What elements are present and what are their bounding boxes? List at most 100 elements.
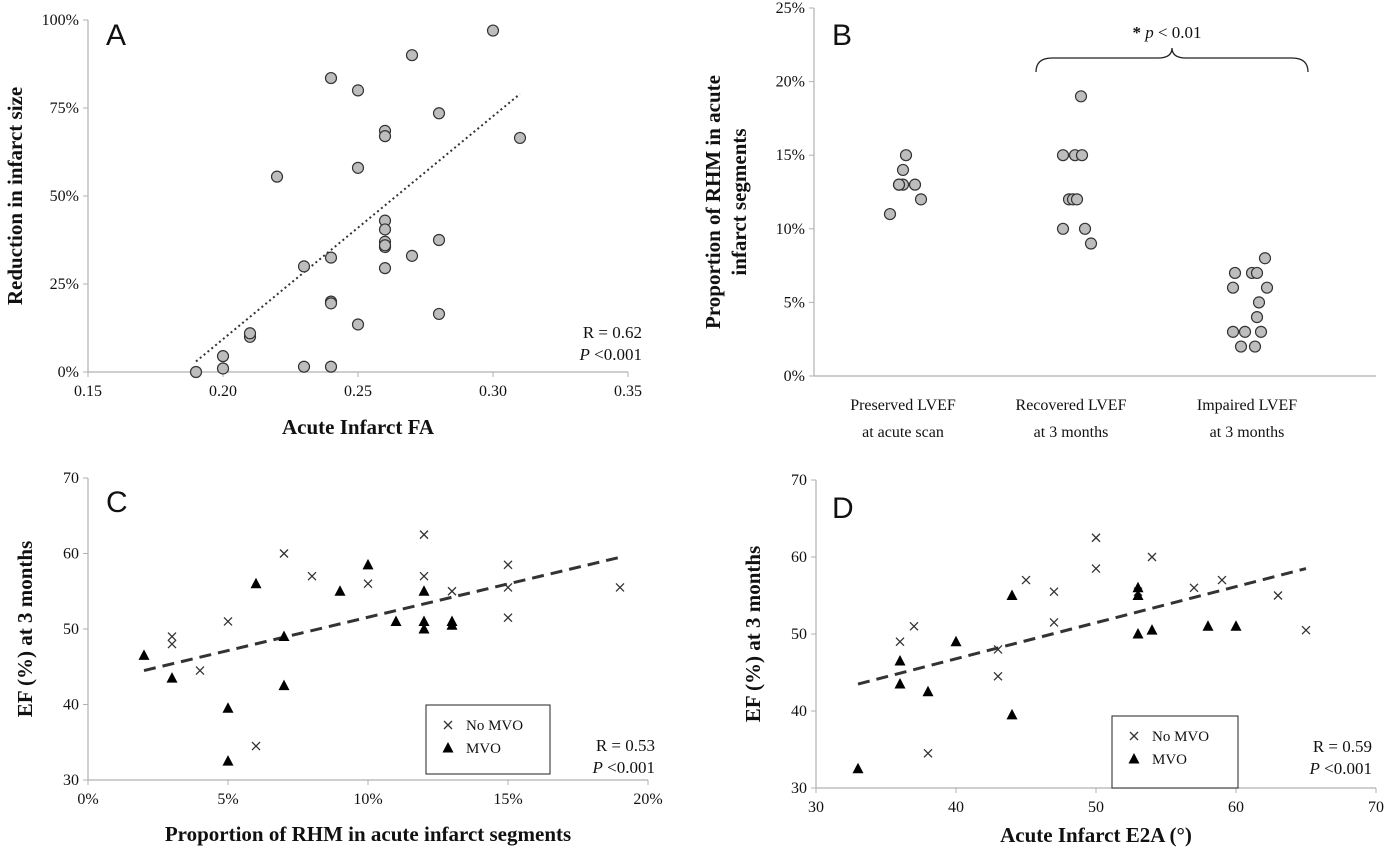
stat-p-value: P <0.001 [1309, 759, 1372, 778]
y-tick-label: 15% [776, 147, 805, 164]
category-label-line1: Recovered LVEF [1016, 397, 1127, 414]
data-point-no-mvo [363, 579, 373, 589]
data-point-no-mvo [279, 549, 289, 558]
data-point-no-mvo [1091, 564, 1101, 574]
data-point [1260, 281, 1274, 294]
trendline [143, 555, 621, 672]
data-point [270, 170, 284, 183]
data-point-mvo [418, 623, 430, 634]
x-tick-label: 0.20 [209, 383, 237, 400]
stat-r-value: R = 0.62 [583, 323, 642, 342]
data-point-mvo [1202, 620, 1214, 631]
x-tick-label: 70 [1368, 799, 1384, 816]
data-point-no-mvo [1147, 552, 1157, 562]
data-point-no-mvo [447, 586, 457, 596]
data-point [378, 262, 392, 275]
stat-p-rest: <0.001 [590, 345, 642, 364]
x-tick-label: 0.30 [479, 383, 507, 400]
data-point-mvo [922, 685, 934, 697]
panel-a-chart: 0.15 0.20 0.25 0.30 0.35 0% 25% 50% 75% 100% Acute… [3, 12, 642, 439]
panel-d-chart: 30 40 50 60 70 30 40 50 60 70 Acute Infarct E2A (°… [741, 472, 1384, 847]
data-point-no-mvo [1021, 575, 1031, 585]
data-point [1075, 149, 1089, 162]
data-point [405, 249, 419, 262]
data-point-no-mvo [167, 632, 177, 642]
category-label-line1: Preserved LVEF [850, 397, 956, 414]
data-point [243, 327, 257, 340]
y-tick-label: 60 [63, 546, 79, 563]
data-point-mvo [852, 762, 864, 774]
y-tick-label: 100% [42, 12, 79, 29]
data-point-no-mvo [615, 583, 625, 592]
data-point-mvo [446, 615, 458, 626]
data-point [1250, 311, 1264, 324]
data-point [1226, 325, 1240, 338]
data-point [914, 193, 928, 206]
data-point [189, 365, 203, 379]
data-point-no-mvo [1091, 533, 1101, 543]
stat-r-value: R = 0.53 [596, 736, 655, 755]
y-tick-label: 25% [776, 0, 805, 17]
data-point-mvo [250, 577, 262, 589]
data-point-no-mvo [909, 621, 919, 631]
data-point-no-mvo [923, 748, 933, 758]
data-point [378, 130, 392, 143]
data-point-no-mvo [1189, 583, 1199, 593]
data-point [432, 307, 446, 321]
data-point [1248, 340, 1262, 353]
legend-marker-mvo [1128, 753, 1140, 764]
y-tick-label: 50 [63, 621, 79, 638]
data-point [1070, 193, 1084, 206]
x-tick-label: 60 [1228, 799, 1244, 816]
data-point [1234, 340, 1248, 353]
y-tick-label: 10% [776, 221, 805, 238]
data-point [324, 297, 338, 310]
data-point [1056, 222, 1070, 235]
trendline [857, 567, 1307, 686]
legend-box [425, 704, 551, 775]
data-point-mvo [222, 755, 234, 766]
data-point [351, 318, 365, 331]
data-point [1084, 237, 1098, 250]
panel-c-chart: 0% 5% 10% 15% 20% 30 40 50 60 70 Proportion of RHM… [13, 470, 663, 846]
stat-p-value: P <0.001 [592, 758, 655, 777]
legend-marker-no-mvo [1129, 731, 1139, 741]
x-tick-label: 0% [77, 791, 98, 808]
x-tick-label: 15% [493, 791, 522, 808]
y-tick-label: 25% [50, 276, 79, 293]
data-point-no-mvo [1273, 591, 1283, 600]
data-point [513, 131, 527, 145]
data-point-mvo [418, 615, 430, 626]
data-point-no-mvo [419, 530, 429, 540]
data-point [892, 178, 906, 191]
trendline [195, 93, 521, 363]
sig-p: p [1144, 23, 1154, 42]
data-point [899, 149, 913, 162]
data-point [1258, 252, 1272, 265]
data-point [1074, 90, 1088, 103]
data-point-mvo [1132, 581, 1144, 593]
data-point-mvo [894, 654, 906, 666]
data-point [324, 360, 338, 373]
panel-b-chart: 0% 5% 10% 15% 20% 25% Proportion of RHM in acu… [701, 0, 1376, 441]
data-point [378, 239, 392, 252]
stat-p-italic: P [579, 345, 590, 364]
data-point-mvo [278, 630, 290, 642]
data-point-mvo [1132, 628, 1144, 639]
data-point-no-mvo [993, 644, 1003, 654]
x-axis-label: Acute Infarct FA [282, 415, 435, 439]
y-tick-label: 0% [784, 368, 805, 385]
data-point-no-mvo [251, 741, 261, 751]
data-point-mvo [166, 672, 178, 683]
y-axis-label: EF (%) at 3 months [741, 546, 765, 723]
data-point-no-mvo [223, 616, 233, 626]
y-axis-label: EF (%) at 3 months [13, 541, 37, 718]
data-point-mvo [278, 679, 290, 691]
data-point-mvo [1006, 708, 1018, 720]
legend-label-mvo: MVO [466, 741, 501, 757]
x-tick-label: 5% [217, 791, 238, 808]
legend-marker-no-mvo [443, 720, 453, 730]
y-axis-label-line1: Proportion of RHM in acute [701, 75, 725, 329]
data-point-no-mvo [503, 560, 513, 570]
